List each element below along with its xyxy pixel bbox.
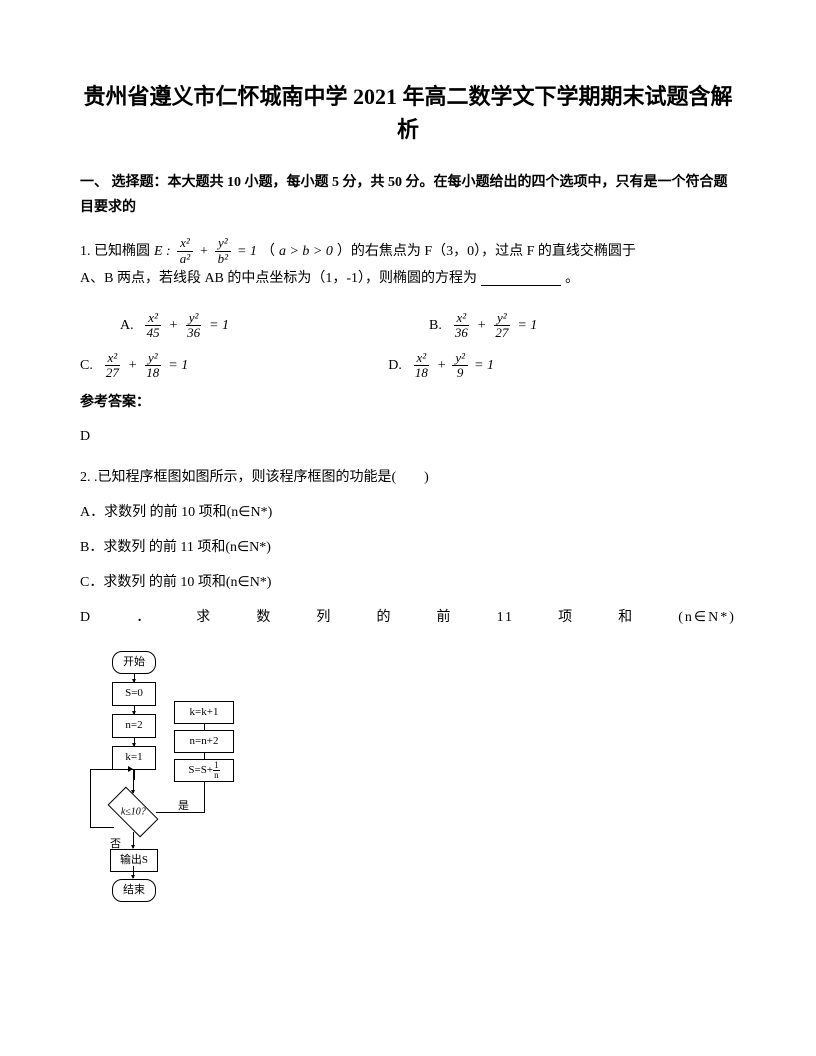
options-row-ab: A. x²45 + y²36 = 1 B. x²36 + y²27 = 1 — [120, 311, 736, 341]
fc-decision: k≤10? — [108, 786, 159, 837]
d: 45 — [144, 326, 163, 340]
n: y² — [494, 311, 510, 326]
num: x² — [177, 236, 193, 251]
opt-c-label: C. — [80, 353, 93, 378]
flowchart: 开始 S=0 n=2 k=1 k≤10? — [90, 651, 736, 911]
fc-k1: k=1 — [112, 746, 156, 770]
q1-prefix: 1. 已知椭圆 — [80, 239, 150, 264]
opt-b-formula: x²36 + y²27 = 1 — [450, 311, 537, 341]
d-8: 项 — [558, 605, 574, 630]
q1-ellipse-formula: E : x² a² + y² b² = 1 — [154, 236, 257, 266]
dec-text: k≤10? — [121, 803, 146, 821]
fc-start: 开始 — [112, 651, 156, 675]
frac-x2a2: x² a² — [177, 236, 193, 266]
n: y² — [452, 351, 468, 366]
n: x² — [105, 351, 121, 366]
q2-option-a: A．求数列 的前 10 项和(n∈N*) — [80, 500, 736, 525]
cond-open: （ — [261, 239, 275, 264]
cond: a > b > 0 — [279, 239, 333, 264]
cond-close: ）的右焦点为 F（3，0），过点 F 的直线交椭圆于 — [337, 239, 636, 264]
options-row-cd: C. x²27 + y²18 = 1 D. x²18 + y²9 = 1 — [80, 351, 736, 381]
n: x² — [454, 311, 470, 326]
section-header: 一、 选择题：本大题共 10 小题，每小题 5 分，共 50 分。在每小题给出的… — [80, 170, 736, 220]
opt-a-label: A. — [120, 313, 134, 338]
d-9: 和 — [618, 605, 634, 630]
d-0: D — [80, 605, 92, 630]
answer-label: 参考答案： — [80, 390, 736, 415]
q1-line2: A、B 两点，若线段 AB 的中点坐标为（1，-1），则椭圆的方程为 — [80, 266, 477, 291]
frac-y2b2: y² b² — [215, 236, 231, 266]
d-1: ． — [136, 605, 152, 630]
d-6: 前 — [437, 605, 453, 630]
d: 36 — [452, 326, 471, 340]
n: y² — [145, 351, 161, 366]
blank-line — [481, 272, 561, 286]
question-2: 2. .已知程序框图如图所示，则该程序框图的功能是( ) A．求数列 的前 10… — [80, 465, 736, 631]
num: y² — [215, 236, 231, 251]
opt-b-label: B. — [429, 313, 442, 338]
option-d: D. x²18 + y²9 = 1 — [388, 351, 494, 381]
opt-d-label: D. — [388, 353, 402, 378]
answer-value: D — [80, 424, 736, 449]
d-3: 数 — [256, 605, 272, 630]
s-pre: S=S+ — [188, 764, 213, 776]
d: 36 — [184, 326, 203, 340]
d: 27 — [492, 326, 511, 340]
opt-c-formula: x²27 + y²18 = 1 — [101, 351, 188, 381]
d-7: 11 — [497, 605, 514, 630]
opt-a-formula: x²45 + y²36 = 1 — [142, 311, 229, 341]
fc-output: 输出S — [110, 849, 158, 873]
q2-option-c: C．求数列 的前 10 项和(n∈N*) — [80, 570, 736, 595]
d-4: 列 — [316, 605, 332, 630]
q2-option-d: D ． 求 数 列 的 前 11 项 和 (n∈N*) — [80, 605, 736, 630]
den: b² — [215, 252, 231, 266]
eq1: = 1 — [237, 239, 257, 264]
fc-s-update: S=S+1n — [174, 759, 234, 783]
option-b: B. x²36 + y²27 = 1 — [429, 311, 537, 341]
q2-option-b: B．求数列 的前 11 项和(n∈N*) — [80, 535, 736, 560]
den: a² — [177, 252, 193, 266]
fc-yes-label: 是 — [178, 797, 189, 817]
n: x² — [145, 311, 161, 326]
d: 27 — [103, 366, 122, 380]
fd: n — [213, 771, 220, 780]
plus: + — [199, 239, 208, 264]
fc-n-update: n=n+2 — [174, 730, 234, 754]
n: x² — [414, 351, 430, 366]
q1-period: 。 — [565, 266, 579, 291]
d: 9 — [454, 366, 467, 380]
option-c: C. x²27 + y²18 = 1 — [80, 351, 188, 381]
d: 18 — [412, 366, 431, 380]
opt-d-formula: x²18 + y²9 = 1 — [410, 351, 494, 381]
d-5: 的 — [376, 605, 392, 630]
ellipse-E: E : — [154, 239, 171, 264]
fc-k-update: k=k+1 — [174, 701, 234, 725]
d-2: 求 — [196, 605, 212, 630]
question-1: 1. 已知椭圆 E : x² a² + y² b² = 1 （ a > b > … — [80, 236, 736, 448]
page-title: 贵州省遵义市仁怀城南中学 2021 年高二数学文下学期期末试题含解析 — [80, 80, 736, 146]
d: 18 — [143, 366, 162, 380]
d-10: (n∈N*) — [678, 605, 736, 630]
n: y² — [186, 311, 202, 326]
fc-n2: n=2 — [112, 714, 156, 738]
fc-end: 结束 — [112, 879, 156, 903]
option-a: A. x²45 + y²36 = 1 — [120, 311, 229, 341]
fc-s0: S=0 — [112, 682, 156, 706]
q2-stem: 2. .已知程序框图如图所示，则该程序框图的功能是( ) — [80, 465, 736, 490]
